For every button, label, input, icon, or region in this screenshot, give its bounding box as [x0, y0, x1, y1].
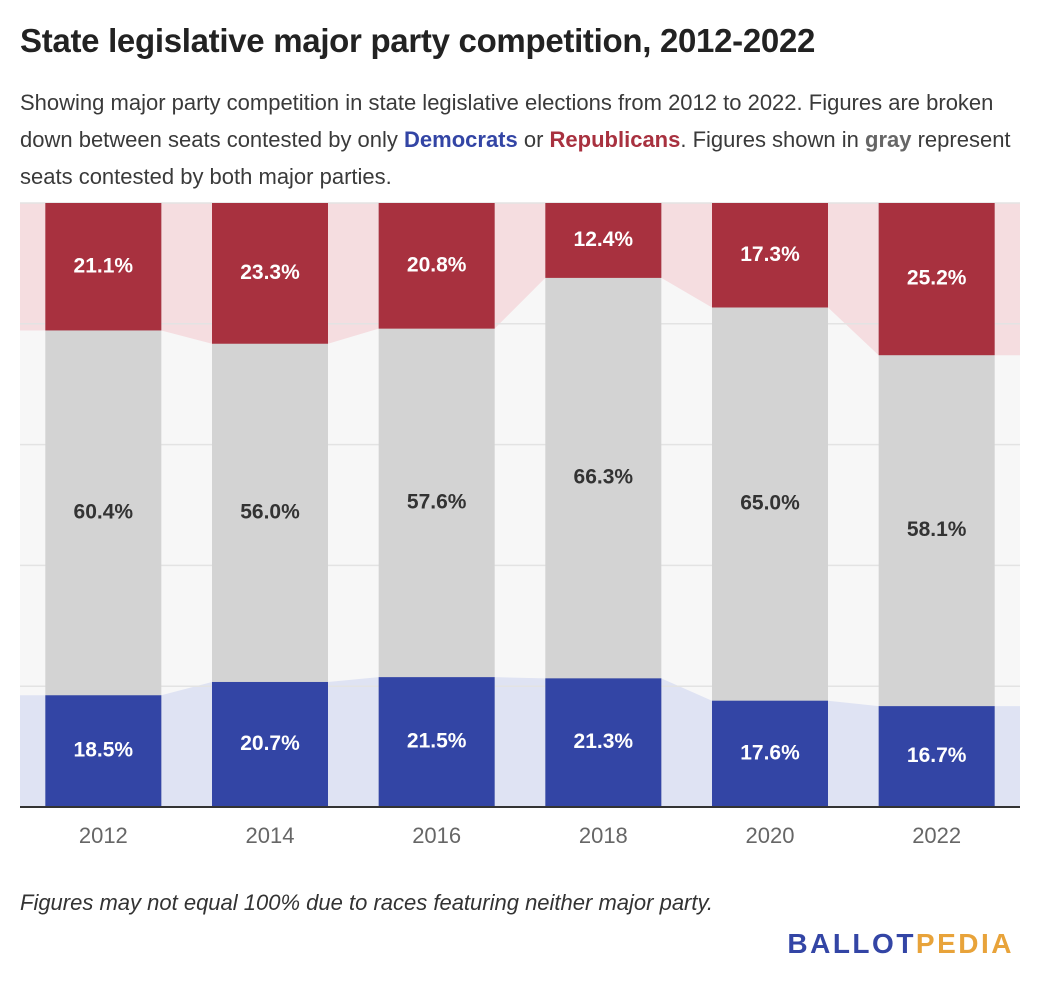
label-both-2014: 56.0%: [240, 500, 300, 523]
x-tick-label-2020: 2020: [746, 823, 795, 848]
band-layer: [20, 203, 1020, 807]
label-republicans-2018: 12.4%: [574, 228, 634, 251]
label-both-2018: 66.3%: [574, 466, 634, 489]
bar-layer: [45, 203, 995, 807]
label-both-2016: 57.6%: [407, 490, 467, 513]
subtitle-republicans: Republicans: [549, 127, 681, 152]
label-democrats-2014: 20.7%: [240, 732, 300, 755]
bar-democrats-2022: [878, 706, 995, 807]
logo-part-pedia: PEDIA: [915, 928, 1014, 959]
bar-republicans-2016: [378, 203, 495, 329]
subtitle-democrats: Democrats: [404, 127, 518, 152]
label-democrats-2012: 18.5%: [74, 739, 134, 762]
ballotpedia-logo: BALLOTPEDIA: [787, 928, 1014, 960]
x-tick-label-2018: 2018: [579, 823, 628, 848]
gridline-layer: [20, 202, 1020, 687]
x-tick-label-2014: 2014: [246, 823, 295, 848]
label-republicans-2012: 21.1%: [74, 254, 134, 277]
label-democrats-2022: 16.7%: [907, 744, 967, 767]
x-axis: 2012 2014 2016 2018 2020 2022: [20, 806, 1020, 848]
subtitle-text-3: . Figures shown in: [680, 127, 865, 152]
bar-democrats-2018: [545, 678, 662, 807]
label-democrats-2018: 21.3%: [574, 730, 634, 753]
x-tick-label-2016: 2016: [412, 823, 461, 848]
label-both-2012: 60.4%: [74, 500, 134, 523]
stacked-bar-chart: 18.5% 60.4% 21.1% 20.7% 56.0% 23.3% 21.5% 57.6%…: [20, 202, 1020, 848]
bar-label-layer: 18.5% 60.4% 21.1% 20.7% 56.0% 23.3% 21.5% 57.6%…: [74, 228, 967, 767]
x-tick-label-2012: 2012: [79, 823, 128, 848]
label-republicans-2016: 20.8%: [407, 253, 467, 276]
label-republicans-2020: 17.3%: [740, 243, 800, 266]
logo-part-ballot: BALLOT: [787, 928, 916, 959]
subtitle-gray: gray: [865, 127, 912, 152]
bar-democrats-2012: [45, 695, 162, 807]
bar-republicans-2012: [45, 203, 162, 331]
bar-republicans-2018: [545, 203, 662, 278]
bar-republicans-2022: [878, 203, 995, 356]
label-both-2022: 58.1%: [907, 518, 967, 541]
footnote: Figures may not equal 100% due to races …: [20, 890, 713, 915]
x-tick-label-2022: 2022: [912, 823, 961, 848]
bar-republicans-2020: [712, 203, 828, 308]
subtitle-text-4: represent seats contested by both major …: [20, 127, 1011, 189]
label-both-2020: 65.0%: [740, 492, 800, 515]
subtitle-text-1: Showing major party competition in state…: [20, 90, 994, 152]
label-democrats-2020: 17.6%: [740, 741, 800, 764]
bar-democrats-2016: [378, 677, 495, 807]
bar-republicans-2014: [212, 203, 328, 344]
chart-subtitle: Showing major party competition in state…: [20, 84, 1025, 195]
bar-democrats-2020: [712, 700, 828, 807]
label-republicans-2014: 23.3%: [240, 261, 300, 284]
chart-title: State legislative major party competitio…: [20, 22, 816, 59]
label-democrats-2016: 21.5%: [407, 730, 467, 753]
subtitle-text-2: or: [517, 127, 550, 152]
bar-democrats-2014: [212, 681, 328, 807]
label-republicans-2022: 25.2%: [907, 267, 967, 290]
